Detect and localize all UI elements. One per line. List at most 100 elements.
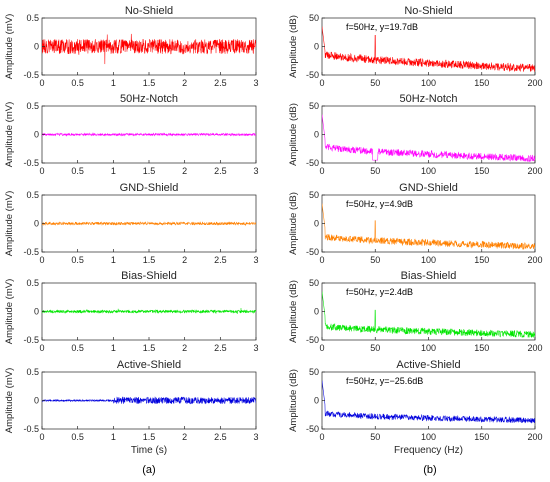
series-line [42, 396, 256, 405]
x-tick-label: 0 [319, 432, 324, 442]
x-tick-label: 0 [39, 78, 44, 88]
peak-annotation: f=50Hz, y=−25.6dB [346, 376, 423, 386]
x-tick-label: 0.5 [71, 343, 84, 353]
x-tick-label: 150 [474, 166, 489, 176]
x-tick-label: 0 [39, 166, 44, 176]
y-tick-label: 0 [34, 219, 39, 229]
caption-left: (a) [142, 464, 155, 476]
panel-title: Active-Shield [117, 359, 181, 371]
x-tick-label: 100 [421, 255, 436, 265]
y-axis-label: Amplitude (dB) [288, 15, 299, 78]
x-tick-label: 1.5 [143, 255, 156, 265]
series-line [42, 33, 256, 65]
caption-right: (b) [423, 464, 436, 476]
y-axis-label: Amplitude (mV) [4, 102, 15, 167]
y-tick-label: -50 [306, 424, 319, 434]
peak-annotation: f=50Hz, y=19.7dB [346, 22, 418, 32]
x-tick-label: 100 [421, 166, 436, 176]
y-axis-label: Amplitude (mV) [4, 368, 15, 433]
x-tick-label: 100 [421, 343, 436, 353]
x-tick-label: 1 [111, 343, 116, 353]
y-tick-label: 0 [34, 307, 39, 317]
y-tick-label: 50 [309, 278, 319, 288]
x-tick-label: 2.5 [214, 343, 227, 353]
y-tick-label: 0.5 [26, 101, 39, 111]
y-axis-label: Amplitude (dB) [288, 280, 299, 343]
x-tick-label: 0 [319, 255, 324, 265]
x-tick-label: 2 [182, 343, 187, 353]
x-tick-label: 200 [527, 343, 542, 353]
x-tick-label: 0 [319, 78, 324, 88]
x-tick-label: 3 [253, 432, 258, 442]
x-tick-label: 2 [182, 255, 187, 265]
y-axis-label: Amplitude (dB) [288, 192, 299, 255]
y-tick-label: 0 [34, 42, 39, 52]
y-tick-label: 0 [314, 130, 319, 140]
x-tick-label: 50 [370, 343, 380, 353]
y-axis-label: Amplitude (dB) [288, 369, 299, 432]
x-tick-label: 1 [111, 166, 116, 176]
x-tick-label: 3 [253, 166, 258, 176]
panel-title: GND-Shield [399, 182, 458, 194]
peak-annotation: f=50Hz, y=4.9dB [346, 199, 413, 209]
y-axis-label: Amplitude (mV) [4, 14, 15, 79]
x-tick-label: 150 [474, 78, 489, 88]
x-tick-label: 3 [253, 78, 258, 88]
x-tick-label: 200 [527, 78, 542, 88]
x-tick-label: 0 [319, 166, 324, 176]
y-tick-label: 50 [309, 190, 319, 200]
series-line [322, 114, 535, 163]
x-tick-label: 2.5 [214, 166, 227, 176]
series-line [322, 380, 535, 424]
chart-panel-time-4: 0 0.5 1 1.5 2 2.5 30.50-0.5Active-ShieldAmplit… [4, 359, 259, 456]
chart-panel-freq-4: 0 50 100 150 200500-50Active-ShieldAmplitude… [288, 359, 543, 456]
y-tick-label: 0 [314, 42, 319, 52]
x-tick-label: 0.5 [71, 78, 84, 88]
x-tick-label: 0.5 [71, 255, 84, 265]
x-tick-label: 2 [182, 432, 187, 442]
x-tick-label: 150 [474, 255, 489, 265]
y-tick-label: -0.5 [23, 424, 39, 434]
y-tick-label: -50 [306, 70, 319, 80]
x-tick-label: 3 [253, 343, 258, 353]
panel-title: Bias-Shield [401, 270, 457, 282]
y-tick-label: 0.5 [26, 13, 39, 23]
y-tick-label: -0.5 [23, 247, 39, 257]
y-axis-label: Amplitude (mV) [4, 191, 15, 256]
x-tick-label: 1 [111, 432, 116, 442]
panel-title: GND-Shield [120, 182, 179, 194]
x-tick-label: 1.5 [143, 432, 156, 442]
peak-annotation: f=50Hz, y=2.4dB [346, 287, 413, 297]
chart-panel-time-2: 0 0.5 1 1.5 2 2.5 30.50-0.5GND-ShieldAmplitude… [4, 182, 259, 265]
x-tick-label: 2.5 [214, 255, 227, 265]
panel-title: Active-Shield [396, 359, 460, 371]
y-tick-label: 0.5 [26, 367, 39, 377]
chart-panel-time-0: 0 0.5 1 1.5 2 2.5 30.50-0.5No-ShieldAmplitude … [4, 5, 259, 88]
x-tick-label: 50 [370, 255, 380, 265]
panel-title: 50Hz-Notch [399, 93, 457, 105]
y-tick-label: -0.5 [23, 335, 39, 345]
x-tick-label: 0.5 [71, 166, 84, 176]
y-tick-label: 0 [314, 396, 319, 406]
series-line [42, 132, 256, 137]
panel-title: No-Shield [125, 5, 173, 17]
x-tick-label: 3 [253, 255, 258, 265]
x-tick-label: 2.5 [214, 432, 227, 442]
x-tick-label: 2 [182, 166, 187, 176]
x-tick-label: 2.5 [214, 78, 227, 88]
x-tick-label: 2 [182, 78, 187, 88]
x-tick-label: 100 [421, 78, 436, 88]
x-tick-label: 0 [319, 343, 324, 353]
x-tick-label: 1 [111, 78, 116, 88]
chart-panel-time-1: 0 0.5 1 1.5 2 2.5 30.50-0.550Hz-NotchAmplitude… [4, 93, 259, 176]
chart-panel-time-3: 0 0.5 1 1.5 2 2.5 30.50-0.5Bias-ShieldAmplitud… [4, 270, 259, 353]
y-axis-label: Amplitude (mV) [4, 279, 15, 344]
x-tick-label: 200 [527, 255, 542, 265]
x-tick-label: 0 [39, 255, 44, 265]
y-tick-label: -50 [306, 335, 319, 345]
series-line [42, 221, 256, 227]
plot-frame [321, 194, 536, 253]
x-tick-label: 0 [39, 432, 44, 442]
